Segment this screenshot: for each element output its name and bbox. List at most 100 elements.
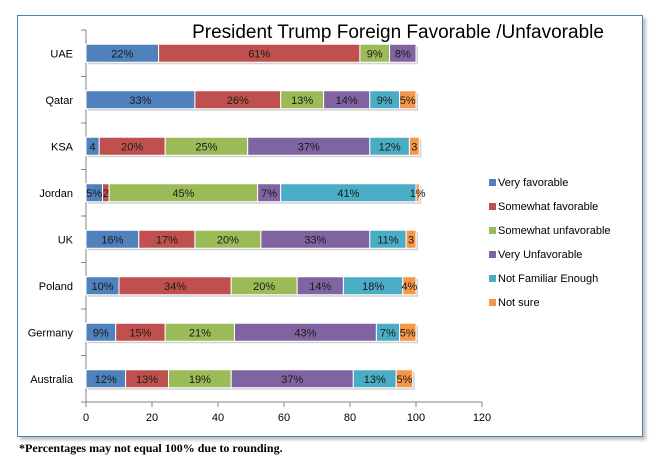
bar-segment: [405, 229, 417, 249]
legend-item: Not Familiar Enough: [489, 273, 598, 285]
data-label: 37%: [298, 141, 320, 153]
bar-segment: [389, 43, 417, 63]
category-label: Germany: [28, 327, 74, 339]
category-label: UK: [58, 234, 74, 246]
data-label: 17%: [156, 234, 178, 246]
data-label: 33%: [304, 234, 326, 246]
bar-segment: [408, 136, 420, 156]
bar-segment: [395, 369, 414, 389]
data-label: 20%: [217, 234, 239, 246]
value-axis-tick-label: 100: [407, 412, 425, 424]
bar-segment: [399, 322, 417, 342]
bar-row-jordan: 5% 2 45% 7% 41% 1%: [85, 183, 426, 204]
data-label: 61%: [248, 48, 270, 60]
legend-swatch: [489, 299, 496, 306]
data-label: 5%: [400, 327, 416, 339]
data-label: 8%: [395, 48, 411, 60]
legend-label: Somewhat favorable: [498, 201, 598, 213]
axes: 0 20 40 60 80 100 120 UAE Qatar KSA Jordan UK Poland…: [28, 29, 491, 424]
data-label: 5%: [396, 374, 412, 386]
bar-row-poland: 10% 34% 20% 14% 18% 4%: [85, 276, 418, 297]
bar-row-uae: 22% 61% 9% 8%: [85, 43, 418, 65]
data-label: 4%: [401, 281, 417, 293]
footnote: *Percentages may not equal 100% due to r…: [19, 441, 283, 455]
data-label: 41%: [337, 188, 359, 200]
data-label: 20%: [253, 281, 275, 293]
bar-row-qatar: 33% 26% 13% 14% 9% 5%: [85, 90, 418, 111]
legend-item: Somewhat unfavorable: [489, 225, 611, 237]
data-label: 22%: [111, 48, 133, 60]
data-label: 5%: [400, 95, 416, 107]
data-label: 7%: [261, 188, 277, 200]
data-label: 12%: [379, 141, 401, 153]
bar-segment: [402, 276, 417, 296]
legend-item: Not sure: [489, 297, 540, 309]
data-label: 7%: [380, 327, 396, 339]
data-label: 11%: [377, 234, 398, 246]
category-label: Qatar: [45, 95, 73, 107]
value-axis-tick-label: 20: [146, 412, 158, 424]
value-axis-tick-label: 80: [344, 412, 356, 424]
data-label: 18%: [362, 281, 384, 293]
legend-label: Very Unfavorable: [498, 249, 582, 261]
data-label: 9%: [377, 95, 393, 107]
data-label: 14%: [336, 95, 358, 107]
legend-item: Very Unfavorable: [489, 249, 582, 261]
data-label: 4: [90, 141, 96, 153]
data-label: 2: [103, 188, 109, 200]
data-label: 19%: [189, 374, 211, 386]
data-label: 45%: [172, 188, 194, 200]
bar-segment: [415, 183, 420, 203]
bar-segment: [399, 90, 417, 110]
data-label: 16%: [101, 234, 123, 246]
data-label: 26%: [227, 95, 249, 107]
value-axis-tick-label: 120: [473, 412, 491, 424]
data-label: 13%: [364, 374, 386, 386]
category-label: Australia: [30, 374, 74, 386]
data-label: 9%: [93, 327, 109, 339]
legend-swatch: [489, 275, 496, 282]
data-label: 20%: [121, 141, 143, 153]
legend-label: Somewhat unfavorable: [498, 225, 611, 237]
bar-row-germany: 9% 15% 21% 43% 7% 5%: [85, 322, 418, 344]
data-label: 13%: [291, 95, 313, 107]
category-label: UAE: [50, 48, 73, 60]
legend-label: Not sure: [498, 297, 540, 309]
bar-row-australia: 12% 13% 19% 37% 13% 5%: [85, 369, 415, 390]
value-axis-tick-label: 60: [278, 412, 290, 424]
data-label: 3: [408, 234, 414, 246]
legend-swatch: [489, 203, 496, 210]
value-axis-tick-label: 40: [212, 412, 224, 424]
data-label: 5%: [86, 188, 102, 200]
data-label: 12%: [95, 374, 117, 386]
data-label: 21%: [189, 327, 211, 339]
legend: Very favorable Somewhat favorable Somewhat…: [489, 177, 611, 309]
category-label: Poland: [39, 281, 73, 293]
category-label: Jordan: [39, 188, 73, 200]
bar-row-uk: 16% 17% 20% 33% 11% 3: [85, 229, 418, 251]
legend-swatch: [489, 179, 496, 186]
bars: 22% 61% 9% 8%33% 26% 13% 14% 9% 5%4 20% 25% 37% 12% 3…: [85, 43, 426, 390]
bar-row-ksa: 4 20% 25% 37% 12% 3: [85, 136, 422, 158]
data-label: 34%: [164, 281, 186, 293]
chart-frame: [17, 15, 643, 437]
value-axis-tick-label: 0: [83, 412, 89, 424]
legend-label: Very favorable: [498, 177, 568, 189]
legend-label: Not Familiar Enough: [498, 273, 598, 285]
legend-item: Very favorable: [489, 177, 568, 189]
legend-item: Somewhat favorable: [489, 201, 598, 213]
chart-title: President Trump Foreign Favorable /Unfav…: [192, 22, 604, 43]
category-label: KSA: [51, 141, 74, 153]
data-label: 15%: [129, 327, 151, 339]
data-label: 13%: [136, 374, 158, 386]
data-label: 9%: [367, 48, 383, 60]
data-label: 37%: [281, 374, 303, 386]
data-label: 43%: [294, 327, 316, 339]
data-label: 10%: [91, 281, 113, 293]
data-label: 1%: [410, 188, 426, 200]
data-label: 3: [411, 141, 417, 153]
data-label: 33%: [129, 95, 151, 107]
legend-swatch: [489, 227, 496, 234]
data-label: 25%: [195, 141, 217, 153]
